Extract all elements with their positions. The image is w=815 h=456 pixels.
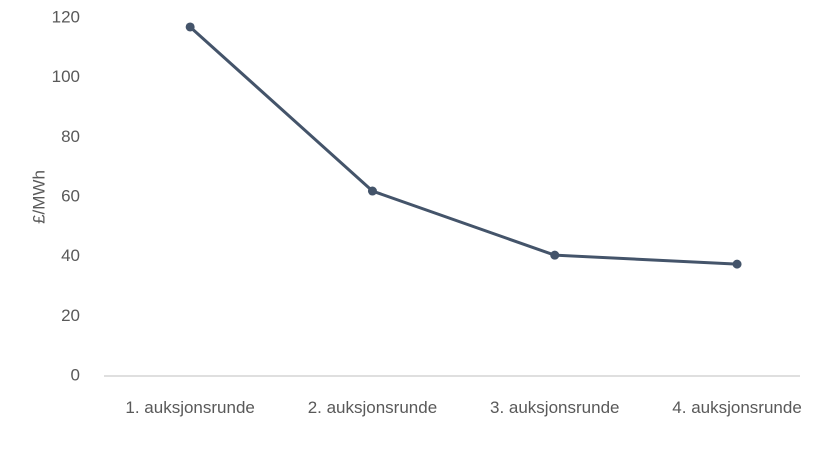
x-tick-label: 2. auksjonsrunde xyxy=(307,398,438,417)
y-tick-label: 40 xyxy=(61,246,80,265)
y-tick-label: 0 xyxy=(71,365,80,384)
y-tick-label: 100 xyxy=(52,67,80,86)
line xyxy=(189,25,738,266)
y-tick-label: 20 xyxy=(61,306,80,325)
y-tick-label: 60 xyxy=(61,186,80,205)
x-tick-label: 4. auksjonsrunde xyxy=(672,398,802,417)
x-tick-label: 3. auksjonsrunde xyxy=(490,398,620,417)
y-axis-label: £/MWh xyxy=(29,170,48,224)
y-tick-label: 80 xyxy=(61,127,80,146)
marker xyxy=(732,259,742,269)
marker xyxy=(185,22,195,32)
marker xyxy=(367,186,377,196)
y-tick-label: 120 xyxy=(52,7,80,26)
marker xyxy=(550,250,560,260)
x-tick-label: 1. auksjonsrunde xyxy=(125,398,255,417)
